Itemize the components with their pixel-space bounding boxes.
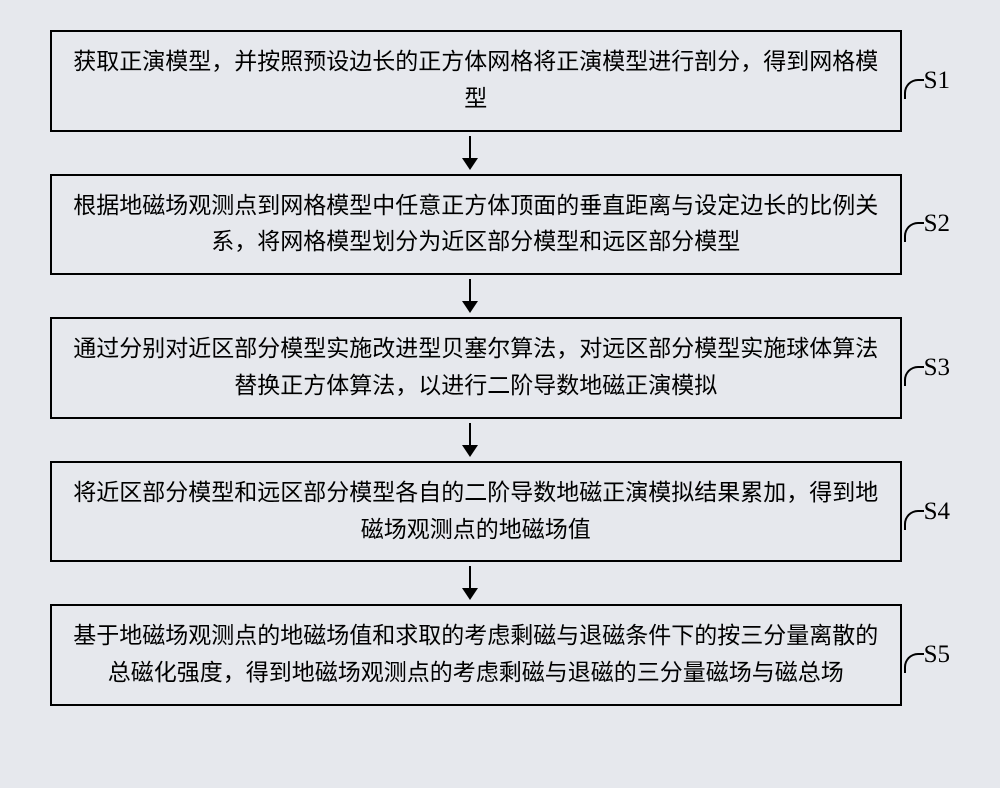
- step-wrapper-1: 获取正演模型，并按照预设边长的正方体网格将正演模型进行剖分，得到网格模型 S1: [50, 30, 950, 132]
- step-text-2: 根据地磁场观测点到网格模型中任意正方体顶面的垂直距离与设定边长的比例关系，将网格…: [73, 193, 878, 255]
- step-box-4: 将近区部分模型和远区部分模型各自的二阶导数地磁正演模拟结果累加，得到地磁场观测点…: [50, 461, 902, 563]
- step-label-text-5: S5: [924, 641, 950, 668]
- step-box-1: 获取正演模型，并按照预设边长的正方体网格将正演模型进行剖分，得到网格模型: [50, 30, 902, 132]
- step-label-text-3: S3: [924, 354, 950, 381]
- step-label-text-2: S2: [924, 210, 950, 237]
- arrow-head-3: [462, 445, 478, 457]
- label-connector-5: [904, 653, 924, 673]
- step-wrapper-2: 根据地磁场观测点到网格模型中任意正方体顶面的垂直距离与设定边长的比例关系，将网格…: [50, 174, 950, 276]
- arrow-head-4: [462, 588, 478, 600]
- step-text-5: 基于地磁场观测点的地磁场值和求取的考虑剩磁与退磁条件下的按三分量离散的总磁化强度…: [73, 623, 878, 685]
- flowchart-container: 获取正演模型，并按照预设边长的正方体网格将正演模型进行剖分，得到网格模型 S1 …: [50, 30, 950, 706]
- step-label-3: S3: [924, 354, 950, 382]
- arrow-line-2: [469, 279, 471, 303]
- step-label-4: S4: [924, 498, 950, 526]
- step-box-3: 通过分别对近区部分模型实施改进型贝塞尔算法，对远区部分模型实施球体算法替换正方体…: [50, 317, 902, 419]
- label-connector-3: [904, 366, 924, 386]
- arrow-line-3: [469, 423, 471, 447]
- label-connector-4: [904, 510, 924, 530]
- step-wrapper-5: 基于地磁场观测点的地磁场值和求取的考虑剩磁与退磁条件下的按三分量离散的总磁化强度…: [50, 604, 950, 706]
- step-label-5: S5: [924, 641, 950, 669]
- arrow-head-2: [462, 301, 478, 313]
- step-wrapper-3: 通过分别对近区部分模型实施改进型贝塞尔算法，对远区部分模型实施球体算法替换正方体…: [50, 317, 950, 419]
- step-text-3: 通过分别对近区部分模型实施改进型贝塞尔算法，对远区部分模型实施球体算法替换正方体…: [73, 336, 878, 398]
- arrow-line-4: [469, 566, 471, 590]
- step-text-4: 将近区部分模型和远区部分模型各自的二阶导数地磁正演模拟结果累加，得到地磁场观测点…: [73, 480, 878, 542]
- arrow-4: [462, 566, 478, 600]
- arrow-1: [462, 136, 478, 170]
- step-label-text-1: S1: [924, 67, 950, 94]
- step-box-2: 根据地磁场观测点到网格模型中任意正方体顶面的垂直距离与设定边长的比例关系，将网格…: [50, 174, 902, 276]
- arrow-head-1: [462, 158, 478, 170]
- step-label-1: S1: [924, 67, 950, 95]
- label-connector-1: [904, 79, 924, 99]
- arrow-3: [462, 423, 478, 457]
- step-text-1: 获取正演模型，并按照预设边长的正方体网格将正演模型进行剖分，得到网格模型: [73, 49, 878, 111]
- step-wrapper-4: 将近区部分模型和远区部分模型各自的二阶导数地磁正演模拟结果累加，得到地磁场观测点…: [50, 461, 950, 563]
- label-connector-2: [904, 222, 924, 242]
- arrow-line-1: [469, 136, 471, 160]
- step-box-5: 基于地磁场观测点的地磁场值和求取的考虑剩磁与退磁条件下的按三分量离散的总磁化强度…: [50, 604, 902, 706]
- arrow-2: [462, 279, 478, 313]
- step-label-2: S2: [924, 210, 950, 238]
- step-label-text-4: S4: [924, 498, 950, 525]
